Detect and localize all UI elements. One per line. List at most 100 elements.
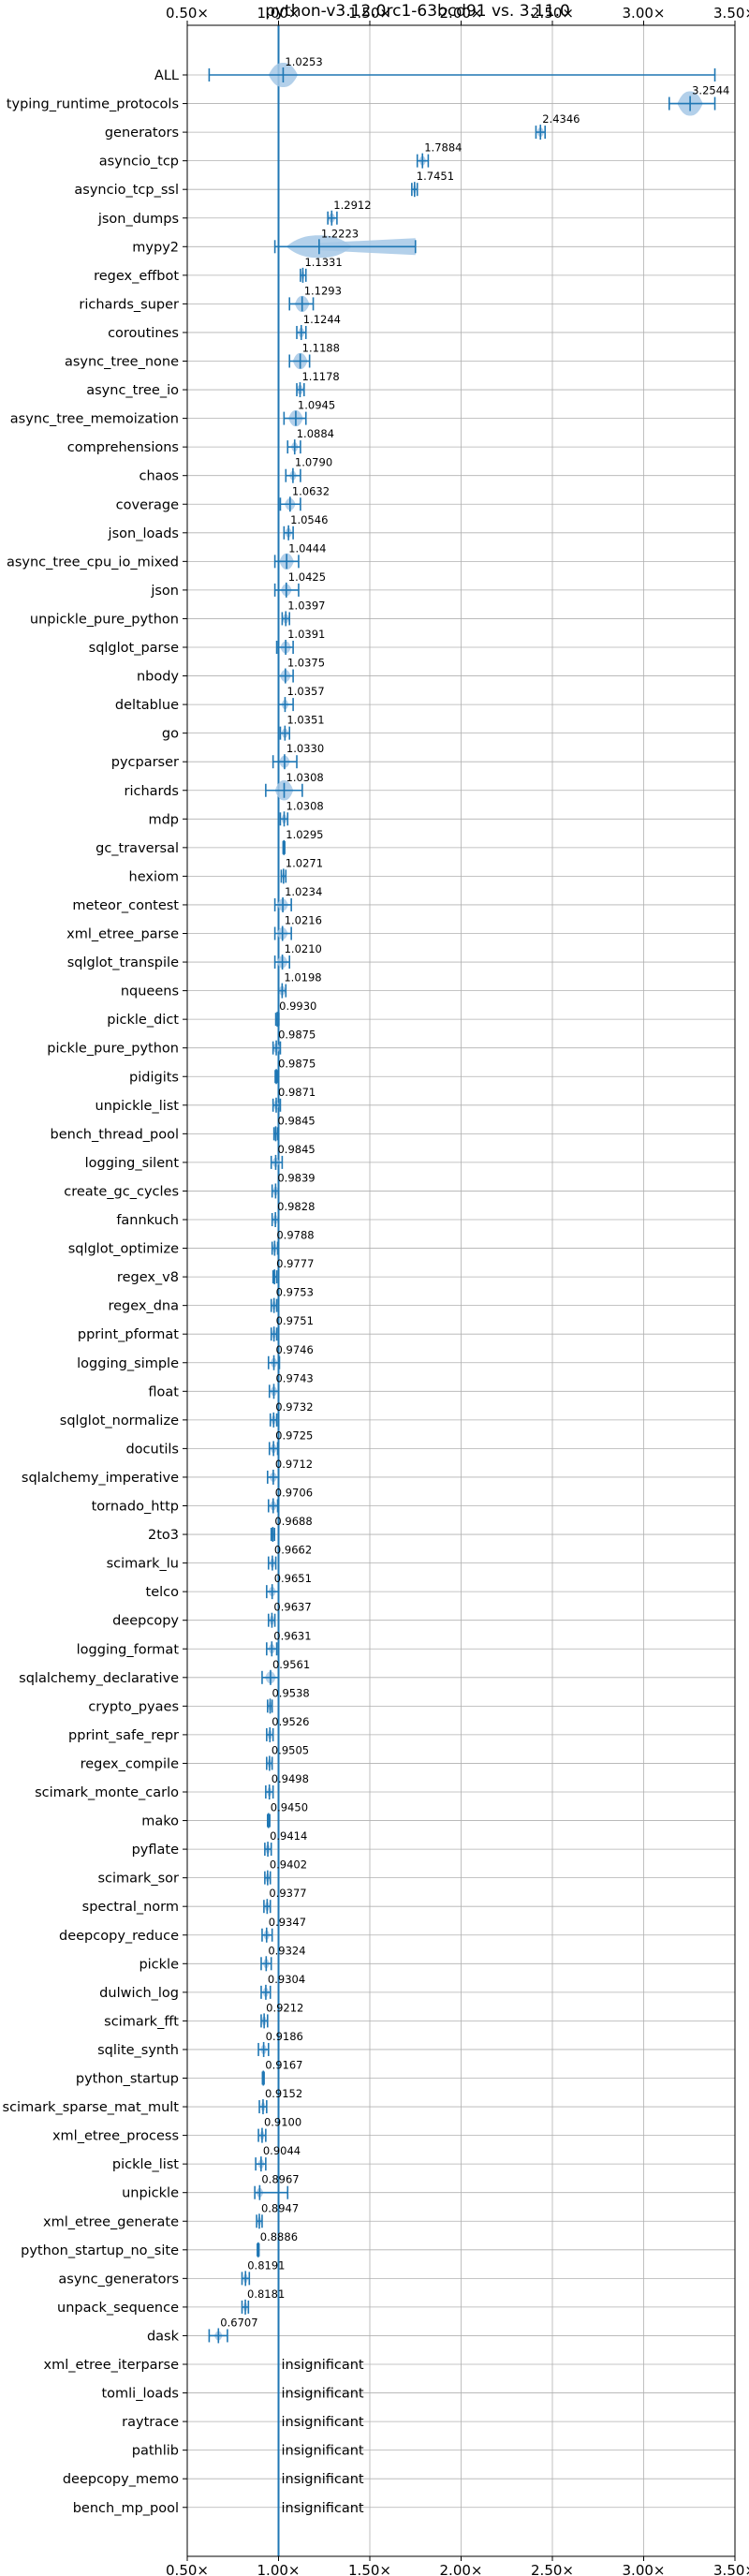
value-label: 0.9662 [274, 1544, 312, 1557]
value-label: 0.9845 [277, 1143, 315, 1156]
category-label: mypy2 [132, 240, 179, 255]
category-label: xml_etree_generate [43, 2214, 179, 2229]
x-tick-label-top: 0.50× [166, 5, 209, 22]
category-label: asyncio_tcp_ssl [74, 183, 179, 198]
value-label: 1.0945 [298, 399, 335, 412]
category-label: async_tree_none [65, 355, 179, 370]
value-label: 3.2544 [692, 84, 729, 97]
category-label: create_gc_cycles [64, 1184, 179, 1199]
category-label: async_tree_memoization [10, 412, 179, 427]
value-label: 0.9688 [274, 1515, 312, 1528]
category-label: 2to3 [148, 1528, 179, 1543]
category-label: scimark_monte_carlo [35, 1785, 179, 1800]
value-label: 1.0308 [286, 771, 324, 784]
category-label: scimark_fft [104, 2014, 179, 2029]
category-label: xml_etree_parse [66, 927, 179, 942]
value-label: 0.9753 [276, 1286, 314, 1299]
value-label: 0.9651 [274, 1572, 312, 1585]
value-label: 1.0790 [295, 456, 332, 469]
category-label: regex_compile [81, 1756, 179, 1771]
value-label: 1.0253 [285, 55, 322, 68]
value-label: 0.9875 [278, 1029, 316, 1042]
value-label: 1.0397 [287, 599, 325, 612]
insignificant-label: insignificant [282, 2415, 364, 2430]
x-tick-label-bottom: 3.00× [623, 2562, 666, 2576]
value-label: 0.9706 [275, 1487, 313, 1500]
category-label: sqlglot_normalize [60, 1414, 179, 1429]
value-label: 0.9828 [277, 1200, 315, 1213]
value-label: 0.9324 [268, 1944, 305, 1957]
category-label: comprehensions [67, 440, 179, 455]
value-label: 1.1293 [304, 284, 342, 297]
insignificant-label: insignificant [282, 2444, 364, 2459]
value-label: 0.9450 [271, 1801, 308, 1814]
insignificant-label: insignificant [282, 2387, 364, 2402]
category-label: raytrace [122, 2415, 179, 2430]
category-label: bench_mp_pool [73, 2501, 179, 2516]
category-label: tomli_loads [101, 2387, 179, 2402]
category-label: pycparser [111, 755, 179, 770]
category-label: scimark_sor [97, 1872, 179, 1887]
category-label: tornado_http [92, 1500, 179, 1515]
value-label: 1.1178 [301, 370, 339, 383]
x-tick-label-top: 3.50× [713, 5, 749, 22]
category-label: unpickle_pure_python [30, 612, 179, 627]
x-tick-label-bottom: 1.50× [348, 2562, 391, 2576]
category-label: sqlalchemy_imperative [22, 1471, 179, 1486]
value-label: 0.9788 [276, 1229, 314, 1242]
category-label: sqlglot_optimize [68, 1242, 179, 1257]
value-label: 1.0216 [285, 914, 322, 927]
category-label: pprint_safe_repr [68, 1728, 179, 1743]
category-label: json [150, 584, 179, 599]
value-label: 0.8967 [261, 2173, 299, 2186]
value-label: 0.6707 [220, 2316, 257, 2329]
value-label: 1.1331 [304, 256, 342, 269]
category-label: unpack_sequence [57, 2301, 179, 2316]
value-label: 0.9751 [276, 1314, 314, 1327]
x-tick-label-bottom: 2.00× [440, 2562, 483, 2576]
value-label: 1.0351 [286, 714, 324, 727]
category-label: nbody [137, 670, 179, 685]
value-label: 0.9505 [272, 1743, 309, 1756]
value-label: 0.9845 [277, 1114, 315, 1127]
x-tick-label-top: 2.00× [440, 5, 483, 22]
value-label: 0.9186 [266, 2030, 303, 2043]
value-label: 1.0425 [288, 570, 326, 584]
category-label: bench_thread_pool [51, 1127, 179, 1142]
value-label: 1.0375 [287, 657, 325, 670]
category-label: regex_dna [108, 1299, 179, 1314]
category-label: deepcopy_memo [63, 2472, 179, 2487]
category-label: pickle_dict [107, 1013, 179, 1028]
category-label: async_tree_cpu_io_mixed [7, 555, 179, 570]
value-label: 0.9377 [269, 1887, 306, 1900]
category-label: sqlalchemy_declarative [19, 1671, 179, 1686]
category-label: pidigits [129, 1070, 179, 1085]
category-label: meteor_contest [72, 898, 179, 913]
value-label: 1.0357 [286, 685, 324, 698]
value-label: 0.8181 [247, 2287, 285, 2301]
category-label: logging_format [77, 1642, 180, 1657]
value-label: 0.9712 [275, 1458, 313, 1471]
category-label: unpickle [122, 2186, 179, 2201]
value-label: 1.2223 [321, 227, 359, 240]
category-label: generators [105, 126, 179, 141]
category-label: ALL [154, 68, 179, 83]
category-label: pprint_pformat [78, 1327, 179, 1342]
category-label: nqueens [121, 985, 179, 999]
category-label: async_generators [58, 2272, 179, 2287]
marks-layer: 1.0253 3.2544 2.4346 1.7884 1.7451 1.2912 1.22… [208, 55, 729, 2516]
value-label: 0.9526 [272, 1715, 309, 1728]
value-label: 0.9167 [265, 2059, 302, 2072]
category-label: pathlib [132, 2444, 179, 2459]
value-label: 1.0391 [287, 628, 325, 641]
x-tick-label-top: 2.50× [531, 5, 574, 22]
category-label: deepcopy [112, 1614, 179, 1629]
category-label: pickle [139, 1957, 179, 1972]
category-label: chaos [140, 469, 179, 484]
value-label: 1.0271 [286, 856, 323, 869]
value-label: 1.2912 [333, 199, 371, 212]
value-label: 1.0308 [286, 799, 324, 812]
value-label: 1.0884 [297, 427, 334, 440]
category-label: json_loads [108, 526, 179, 541]
value-label: 0.9304 [268, 1973, 305, 1986]
